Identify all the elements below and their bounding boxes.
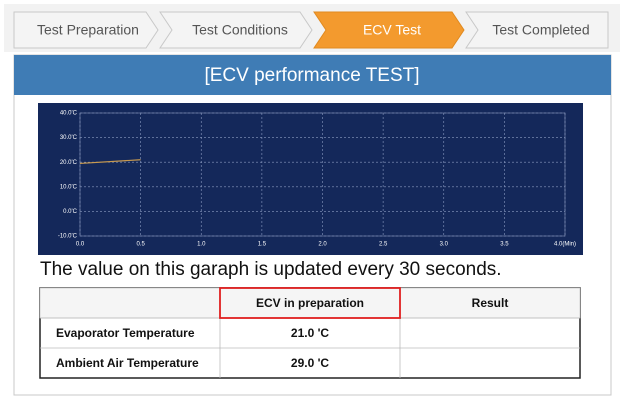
table-header: ECV in preparation [256, 296, 364, 310]
x-tick-label: 2.5 [379, 242, 388, 248]
y-tick-label: -10.0'C [58, 234, 78, 240]
y-tick-label: 10.0'C [60, 184, 78, 190]
table-header: Result [472, 296, 509, 310]
x-tick-label: 2.0 [318, 242, 327, 248]
step-tab[interactable] [13, 11, 159, 49]
x-tick-label: 1.0 [197, 242, 206, 248]
x-tick-label: 3.0 [440, 242, 449, 248]
step-tab[interactable] [465, 11, 609, 49]
panel-header [14, 55, 611, 95]
data-line [79, 159, 141, 165]
step-label: ECV Test [363, 22, 421, 38]
x-tick-label: 3.5 [500, 242, 509, 248]
step-tab-active[interactable] [313, 11, 465, 49]
step-tab[interactable] [159, 11, 313, 49]
step-label: Test Preparation [37, 22, 139, 38]
y-tick-label: 40.0'C [60, 111, 78, 117]
row-label: Ambient Air Temperature [56, 356, 199, 370]
table: ECV in preparation Result Evaporator Tempe… [39, 287, 581, 379]
y-tick-label: 30.0'C [60, 135, 78, 141]
note: The value on this garaph is updated ever… [40, 259, 502, 280]
chart: -10.0'C 0.0'C 10.0'C 20.0'C 30.0'C 40.0'C 0.0 0… [58, 111, 576, 248]
x-tick-label: 0.0 [76, 242, 85, 248]
highlight-box [219, 287, 401, 319]
row-label: Evaporator Temperature [56, 326, 195, 340]
cell-value: 29.0 'C [291, 356, 330, 370]
y-tick-label: 20.0'C [60, 160, 78, 166]
step-label: Test Completed [492, 22, 589, 38]
table-header-row [39, 287, 581, 319]
y-tick-label: 0.0'C [63, 209, 77, 215]
chart-area [38, 103, 583, 255]
x-tick-label: 1.5 [258, 242, 267, 248]
panel-title: [ECV performance TEST] [204, 65, 419, 86]
x-tick-label: 4.0(Min) [554, 242, 576, 248]
step-label: Test Conditions [192, 22, 288, 38]
x-tick-label: 0.5 [136, 242, 145, 248]
cell-value: 21.0 'C [291, 326, 330, 340]
